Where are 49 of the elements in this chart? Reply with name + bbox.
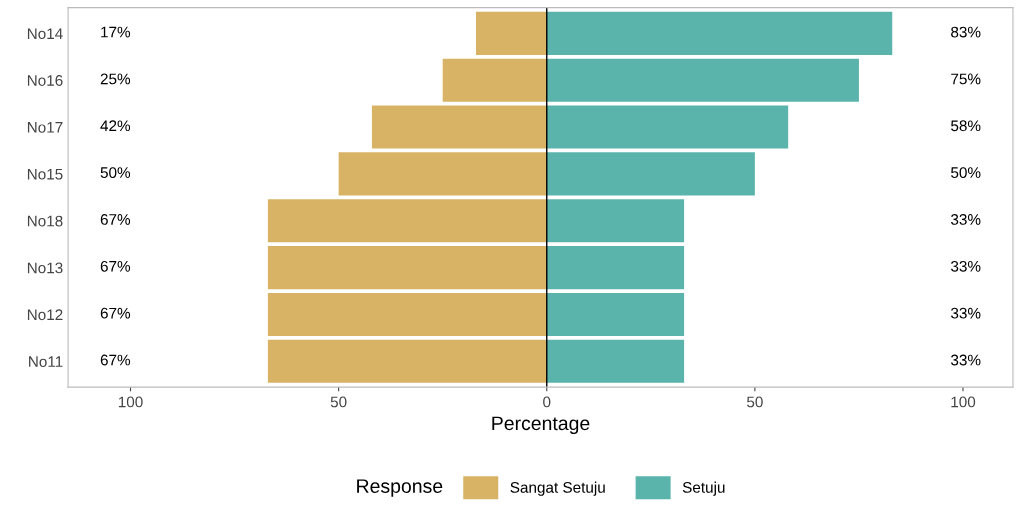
data-label: 33% [951,214,981,225]
data-label: 58% [951,120,981,132]
data-label: 75% [951,73,981,85]
legend-label: Setuju [682,481,725,496]
bar [546,152,755,196]
y-tick-label: No11 [29,356,63,368]
data-label: 33% [951,307,981,319]
bar [546,58,859,102]
y-tick-label: No18 [27,215,63,227]
data-label: 17% [101,26,131,38]
y-tick-label: No17 [27,122,63,133]
bar [267,292,547,337]
bar [475,11,547,55]
data-label: 50% [951,167,981,179]
bar [546,292,685,337]
bar [267,199,547,243]
y-tick-label: No15 [27,168,63,180]
data-label: 67% [100,354,131,366]
bar [371,105,547,149]
legend-label: Sangat Setuju [510,481,605,496]
bar [546,246,685,290]
y-tick-label: No16 [27,75,63,86]
data-label: 67% [100,260,131,272]
y-tick-label: No14 [27,28,63,40]
bar [338,152,547,196]
data-label: 67% [100,214,131,225]
x-tick-label: 100 [951,396,976,408]
bar [442,58,547,102]
bar [267,246,547,290]
data-label: 33% [951,260,981,272]
data-label: 67% [100,307,131,319]
data-label: 42% [100,120,131,132]
bar [267,339,547,383]
data-label: 83% [951,26,981,38]
legend-title: Response [357,479,443,497]
y-tick-label: No12 [27,309,63,321]
bar [546,199,685,243]
x-axis-title: Percentage [492,416,590,435]
x-tick-label: 100 [118,396,143,408]
data-label: 25% [100,73,131,85]
bar [546,105,789,149]
bar [546,11,893,55]
data-label: 33% [951,354,981,366]
data-label: 50% [100,167,131,179]
bar [546,339,685,383]
x-tick-label: 50 [330,396,347,408]
x-tick-label: 0 [543,396,551,408]
y-tick-label: No13 [27,262,63,274]
x-tick-label: 50 [746,396,763,408]
